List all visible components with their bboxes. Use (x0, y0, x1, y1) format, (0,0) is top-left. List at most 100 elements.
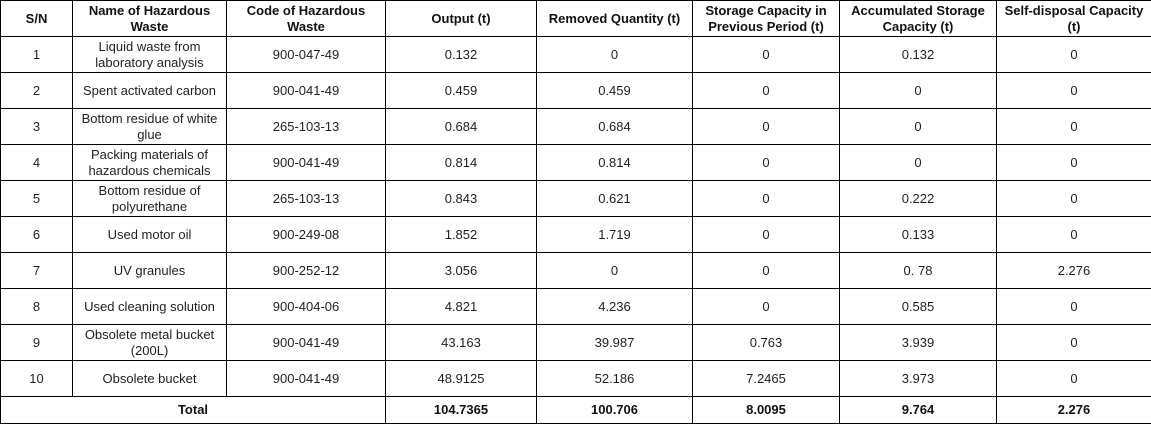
cell-removed: 0.814 (536, 144, 693, 181)
total-label: Total (0, 396, 386, 424)
cell-accumulated: 0 (839, 72, 997, 109)
cell-sn: 2 (0, 72, 73, 109)
cell-code: 900-041-49 (226, 324, 386, 361)
cell-self-disposal: 2.276 (996, 252, 1151, 289)
cell-code: 900-041-49 (226, 72, 386, 109)
column-header-self-disposal: Self-disposal Capacity (t) (996, 0, 1151, 37)
cell-sn: 9 (0, 324, 73, 361)
cell-storage-previous: 0 (692, 144, 840, 181)
column-header-name: Name of Hazardous Waste (72, 0, 227, 37)
cell-sn: 4 (0, 144, 73, 181)
cell-name: Bottom residue of white glue (72, 108, 227, 145)
cell-storage-previous: 0 (692, 216, 840, 253)
cell-code: 265-103-13 (226, 180, 386, 217)
cell-output: 0.132 (385, 36, 537, 73)
cell-accumulated: 0.222 (839, 180, 997, 217)
cell-storage-previous: 0 (692, 36, 840, 73)
cell-removed: 0 (536, 36, 693, 73)
cell-accumulated: 0 (839, 144, 997, 181)
cell-code: 900-249-08 (226, 216, 386, 253)
cell-sn: 8 (0, 288, 73, 325)
total-row: Total 104.7365 100.706 8.0095 9.764 2.27… (0, 396, 1151, 424)
table-row: 3 Bottom residue of white glue 265-103-13 0… (0, 108, 1151, 145)
cell-name: UV granules (72, 252, 227, 289)
cell-storage-previous: 7.2465 (692, 360, 840, 397)
cell-output: 0.843 (385, 180, 537, 217)
cell-accumulated: 3.939 (839, 324, 997, 361)
cell-storage-previous: 0 (692, 180, 840, 217)
cell-removed: 0 (536, 252, 693, 289)
cell-accumulated: 0.132 (839, 36, 997, 73)
cell-accumulated: 0. 78 (839, 252, 997, 289)
cell-sn: 6 (0, 216, 73, 253)
cell-name: Packing materials of hazardous chemicals (72, 144, 227, 181)
column-header-accumulated: Accumulated Storage Capacity (t) (839, 0, 997, 37)
table-row: 5 Bottom residue of polyurethane 265-103-1… (0, 180, 1151, 217)
cell-sn: 5 (0, 180, 73, 217)
cell-accumulated: 0.585 (839, 288, 997, 325)
header-row: S/N Name of Hazardous Waste Code of Hazard… (0, 0, 1151, 37)
cell-self-disposal: 0 (996, 108, 1151, 145)
cell-code: 265-103-13 (226, 108, 386, 145)
cell-removed: 0.621 (536, 180, 693, 217)
total-self-disposal: 2.276 (996, 396, 1151, 424)
cell-accumulated: 0.133 (839, 216, 997, 253)
cell-name: Spent activated carbon (72, 72, 227, 109)
cell-self-disposal: 0 (996, 180, 1151, 217)
cell-code: 900-252-12 (226, 252, 386, 289)
cell-code: 900-041-49 (226, 360, 386, 397)
cell-removed: 0.684 (536, 108, 693, 145)
column-header-sn: S/N (0, 0, 73, 37)
cell-name: Obsolete bucket (72, 360, 227, 397)
cell-removed: 4.236 (536, 288, 693, 325)
cell-sn: 3 (0, 108, 73, 145)
table-body: 1 Liquid waste from laboratory analysis 90… (0, 36, 1151, 397)
cell-self-disposal: 0 (996, 324, 1151, 361)
cell-self-disposal: 0 (996, 360, 1151, 397)
cell-output: 0.459 (385, 72, 537, 109)
cell-output: 3.056 (385, 252, 537, 289)
cell-accumulated: 3.973 (839, 360, 997, 397)
cell-storage-previous: 0 (692, 252, 840, 289)
cell-removed: 0.459 (536, 72, 693, 109)
cell-self-disposal: 0 (996, 36, 1151, 73)
column-header-storage-previous: Storage Capacity in Previous Period (t) (692, 0, 840, 37)
column-header-output: Output (t) (385, 0, 537, 37)
table-row: 2 Spent activated carbon 900-041-49 0.459 0.… (0, 72, 1151, 109)
table-row: 10 Obsolete bucket 900-041-49 48.9125 52.186… (0, 360, 1151, 397)
cell-code: 900-047-49 (226, 36, 386, 73)
cell-code: 900-404-06 (226, 288, 386, 325)
cell-name: Liquid waste from laboratory analysis (72, 36, 227, 73)
cell-output: 1.852 (385, 216, 537, 253)
cell-output: 43.163 (385, 324, 537, 361)
cell-output: 0.814 (385, 144, 537, 181)
total-storage-previous: 8.0095 (692, 396, 840, 424)
cell-storage-previous: 0 (692, 72, 840, 109)
cell-self-disposal: 0 (996, 288, 1151, 325)
column-header-removed: Removed Quantity (t) (536, 0, 693, 37)
cell-sn: 10 (0, 360, 73, 397)
cell-output: 0.684 (385, 108, 537, 145)
cell-self-disposal: 0 (996, 144, 1151, 181)
table-row: 9 Obsolete metal bucket (200L) 900-041-49 4… (0, 324, 1151, 361)
table-row: 4 Packing materials of hazardous chemical… (0, 144, 1151, 181)
cell-accumulated: 0 (839, 108, 997, 145)
total-removed: 100.706 (536, 396, 693, 424)
cell-removed: 39.987 (536, 324, 693, 361)
cell-storage-previous: 0 (692, 288, 840, 325)
cell-name: Bottom residue of polyurethane (72, 180, 227, 217)
cell-self-disposal: 0 (996, 216, 1151, 253)
cell-output: 48.9125 (385, 360, 537, 397)
total-accumulated: 9.764 (839, 396, 997, 424)
table-row: 6 Used motor oil 900-249-08 1.852 1.719 0 0.13… (0, 216, 1151, 253)
total-output: 104.7365 (385, 396, 537, 424)
cell-removed: 52.186 (536, 360, 693, 397)
cell-output: 4.821 (385, 288, 537, 325)
cell-sn: 1 (0, 36, 73, 73)
cell-name: Obsolete metal bucket (200L) (72, 324, 227, 361)
cell-name: Used motor oil (72, 216, 227, 253)
table-row: 1 Liquid waste from laboratory analysis 90… (0, 36, 1151, 73)
cell-sn: 7 (0, 252, 73, 289)
cell-code: 900-041-49 (226, 144, 386, 181)
